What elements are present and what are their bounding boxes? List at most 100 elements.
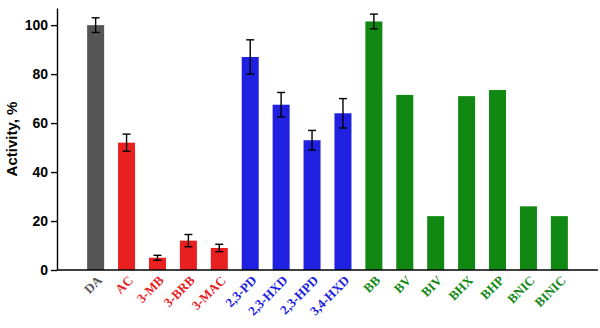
error-bar-line: [311, 130, 312, 150]
x-tick: 3-MAC: [188, 273, 228, 313]
error-bar-line: [153, 260, 161, 261]
error-bar: [339, 99, 347, 128]
x-tick-label: DA: [81, 272, 105, 296]
y-tick-mark: [51, 123, 57, 124]
bar: [396, 95, 413, 270]
error-bar-line: [308, 130, 316, 131]
error-bar-line: [215, 244, 223, 245]
bar: [334, 113, 351, 270]
error-bar-line: [153, 255, 161, 256]
y-axis-line: [57, 9, 58, 271]
error-bar: [246, 40, 254, 74]
x-axis-line: [57, 269, 598, 270]
error-bar-line: [184, 246, 192, 247]
y-tick-mark: [51, 270, 57, 271]
error-bar-line: [370, 28, 378, 29]
y-tick-mark: [51, 74, 57, 75]
error-bar-line: [92, 17, 100, 18]
bar: [489, 90, 506, 270]
y-tick: 40: [32, 164, 57, 180]
error-bar: [308, 130, 316, 150]
y-tick: 0: [40, 262, 57, 278]
x-tick-label: AC: [112, 273, 136, 297]
error-bar-line: [215, 251, 223, 252]
x-tick: BB: [360, 273, 383, 296]
chart: 020406080100DAAC3-MB3-BRB3-MAC2,3-PD2,3-…: [0, 0, 600, 328]
error-bar-line: [123, 133, 131, 134]
bar: [87, 25, 104, 270]
error-bar-line: [184, 234, 192, 235]
error-bar-line: [277, 92, 285, 93]
error-bar: [370, 14, 378, 29]
error-bar-line: [342, 99, 343, 128]
bar: [149, 258, 166, 270]
y-tick-label: 60: [32, 115, 48, 131]
x-tick-label: 3-MAC: [188, 273, 228, 313]
x-tick: BINIC: [532, 273, 569, 310]
error-bar-line: [246, 39, 254, 40]
error-bar-line: [126, 134, 127, 151]
error-bar-line: [95, 18, 96, 33]
error-bar: [277, 92, 285, 116]
y-tick-label: 20: [32, 213, 48, 229]
bars: [87, 14, 568, 270]
bar: [427, 216, 444, 270]
y-tick: 100: [25, 17, 57, 33]
x-tick-label: 3,4-HXD: [307, 273, 353, 319]
x-tick: 3,4-HXD: [307, 273, 353, 319]
bar: [304, 140, 321, 270]
error-bar: [123, 134, 131, 151]
bar: [458, 96, 475, 270]
x-tick: AC: [112, 273, 136, 297]
x-tick-label: BB: [360, 273, 383, 296]
error-bar-line: [280, 92, 281, 116]
error-bar-line: [373, 14, 374, 29]
bar: [242, 57, 259, 270]
x-axis: DAAC3-MB3-BRB3-MAC2,3-PD2,3-HXD2,3-HPD3,…: [57, 270, 598, 318]
y-tick: 60: [32, 115, 57, 131]
x-tick-label: BV: [391, 272, 415, 296]
y-tick-mark: [51, 25, 57, 26]
y-tick-label: 100: [25, 17, 49, 33]
error-bar-line: [188, 234, 189, 246]
bar: [365, 21, 382, 270]
y-tick-label: 40: [32, 164, 48, 180]
x-tick-label: BHX: [445, 272, 476, 303]
x-tick: DA: [81, 272, 105, 296]
error-bar-line: [370, 13, 378, 14]
y-tick: 80: [32, 66, 57, 82]
x-tick: BV: [391, 272, 415, 296]
bar: [520, 206, 537, 270]
bar: [551, 216, 568, 270]
error-bar-line: [339, 127, 347, 128]
error-bar: [92, 18, 100, 33]
x-tick: BIV: [418, 272, 445, 299]
error-bar-line: [308, 149, 316, 150]
y-tick-label: 0: [40, 262, 48, 278]
error-bar-line: [277, 116, 285, 117]
bar: [273, 105, 290, 270]
y-tick-label: 80: [32, 66, 48, 82]
x-tick-label: BIV: [418, 272, 445, 299]
error-bar-line: [246, 73, 254, 74]
y-tick-mark: [51, 221, 57, 222]
error-bar-line: [123, 151, 131, 152]
y-axis: 0 20 40 60 80 100: [25, 9, 58, 278]
x-tick: BHP: [477, 273, 507, 303]
error-bar: [184, 234, 192, 246]
y-tick: 20: [32, 213, 57, 229]
error-bar-line: [92, 32, 100, 33]
error-bar-line: [219, 244, 220, 251]
y-axis-title: Activity, %: [3, 102, 20, 177]
error-bar: [153, 255, 161, 260]
x-tick-label: BINIC: [532, 273, 569, 310]
x-tick-label: BHP: [477, 273, 507, 303]
error-bar-line: [250, 40, 251, 74]
error-bar-line: [339, 98, 347, 99]
error-bar-line: [157, 255, 158, 260]
y-tick-mark: [51, 172, 57, 173]
x-tick: BHX: [445, 272, 476, 303]
error-bar: [215, 244, 223, 251]
bar: [118, 143, 135, 270]
bar: [211, 248, 228, 270]
